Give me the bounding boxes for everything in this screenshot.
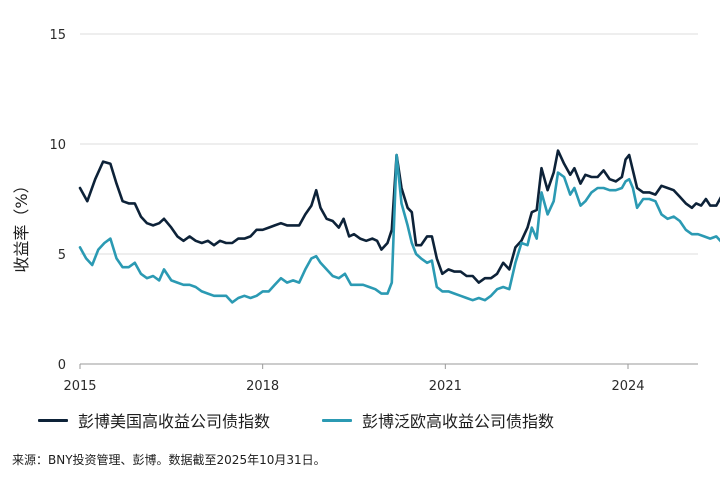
- legend-label-us: 彭博美国高收益公司债指数: [78, 412, 271, 431]
- y-tick-label-0: 0: [58, 358, 66, 373]
- series-line-1: [78, 153, 720, 304]
- source-note: 来源：BNY投资管理、彭博。数据截至2025年10月31日。: [12, 453, 326, 467]
- x-tick-label-2018: 2018: [246, 379, 279, 394]
- legend: 彭博美国高收益公司债指数 彭博泛欧高收益公司债指数: [38, 408, 554, 432]
- y-tick-label-5: 5: [58, 248, 66, 263]
- y-tick-label-15: 15: [49, 28, 66, 43]
- gridlines: [80, 33, 698, 365]
- legend-label-euro: 彭博泛欧高收益公司债指数: [362, 412, 555, 431]
- y-tick-label-10: 10: [49, 138, 66, 153]
- series-line-0: [78, 149, 720, 284]
- series-lines: [78, 149, 720, 304]
- legend-swatch-us: [38, 418, 68, 422]
- y-axis-ticks: 0 5 10 15: [49, 28, 66, 373]
- x-tick-label-2021: 2021: [429, 379, 462, 394]
- legend-item-euro: 彭博泛欧高收益公司债指数: [322, 408, 554, 432]
- legend-swatch-euro: [322, 418, 353, 422]
- y-axis-label: 收益率（%）: [12, 177, 31, 272]
- legend-item-us: 彭博美国高收益公司债指数: [38, 408, 270, 432]
- x-tick-label-2015: 2015: [63, 379, 96, 394]
- x-tick-label-2024: 2024: [611, 379, 644, 394]
- x-axis-ticks: 2015 2018 2021 2024: [63, 364, 645, 394]
